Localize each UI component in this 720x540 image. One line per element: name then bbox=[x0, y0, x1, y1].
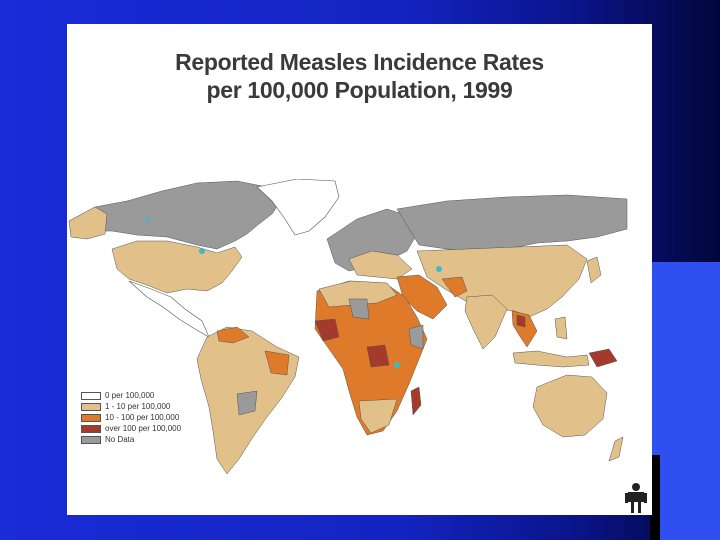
person-figure-icon bbox=[625, 483, 647, 513]
region-sahara-nodata bbox=[348, 298, 370, 320]
region-laos bbox=[516, 314, 526, 328]
hudson-lakes bbox=[145, 217, 149, 221]
title-line-2: per 100,000 Population, 1999 bbox=[206, 77, 513, 103]
region-japan bbox=[586, 256, 602, 284]
legend-row: 1 - 10 per 100,000 bbox=[81, 401, 181, 412]
slide: Reported Measles Incidence Rates per 100… bbox=[67, 24, 652, 515]
legend-swatch-nodata bbox=[81, 435, 101, 444]
region-north-africa bbox=[318, 280, 398, 308]
legend-swatch-zero bbox=[81, 391, 101, 400]
region-iran bbox=[441, 276, 468, 298]
region-greenland bbox=[256, 179, 340, 236]
lake-victoria bbox=[394, 362, 400, 368]
legend-row: 10 - 100 per 100,000 bbox=[81, 412, 181, 423]
region-alaska bbox=[68, 206, 108, 240]
legend-row: No Data bbox=[81, 434, 181, 445]
region-venezuela bbox=[216, 326, 250, 344]
great-lakes bbox=[199, 248, 205, 254]
region-madagascar bbox=[410, 386, 422, 416]
region-india bbox=[464, 294, 508, 350]
legend-row: over 100 per 100,000 bbox=[81, 423, 181, 434]
region-russia bbox=[396, 194, 628, 252]
world-map bbox=[68, 179, 628, 475]
region-usa bbox=[111, 240, 243, 294]
map-title: Reported Measles Incidence Rates per 100… bbox=[67, 48, 652, 104]
legend-swatch-medium bbox=[81, 413, 101, 422]
legend-row: 0 per 100,000 bbox=[81, 390, 181, 401]
region-philippines bbox=[554, 316, 568, 340]
map-legend: 0 per 100,000 1 - 10 per 100,000 10 - 10… bbox=[81, 390, 181, 445]
region-canada bbox=[68, 180, 283, 250]
region-argentina-nodata bbox=[236, 390, 258, 416]
legend-swatch-low bbox=[81, 402, 101, 411]
legend-label: 1 - 10 per 100,000 bbox=[105, 402, 171, 411]
legend-label: over 100 per 100,000 bbox=[105, 424, 182, 433]
caspian-sea bbox=[436, 266, 442, 272]
region-europe-south bbox=[348, 250, 413, 280]
region-west-africa-high bbox=[314, 318, 340, 342]
legend-swatch-high bbox=[81, 424, 101, 433]
region-central-africa-high bbox=[366, 344, 390, 368]
region-somalia-nodata bbox=[408, 324, 424, 350]
decorative-right-panel bbox=[650, 262, 720, 540]
legend-label: No Data bbox=[105, 435, 135, 444]
region-brazil-east bbox=[264, 350, 290, 376]
region-papua-new-guinea bbox=[588, 348, 618, 368]
region-new-zealand bbox=[608, 436, 624, 462]
region-southern-africa bbox=[358, 398, 398, 434]
region-australia bbox=[532, 374, 608, 438]
title-line-1: Reported Measles Incidence Rates bbox=[175, 49, 544, 75]
decorative-panel-notch bbox=[650, 455, 660, 540]
region-southeast-asia bbox=[511, 310, 538, 348]
legend-label: 10 - 100 per 100,000 bbox=[105, 413, 180, 422]
legend-label: 0 per 100,000 bbox=[105, 391, 155, 400]
region-indonesia bbox=[512, 350, 590, 368]
